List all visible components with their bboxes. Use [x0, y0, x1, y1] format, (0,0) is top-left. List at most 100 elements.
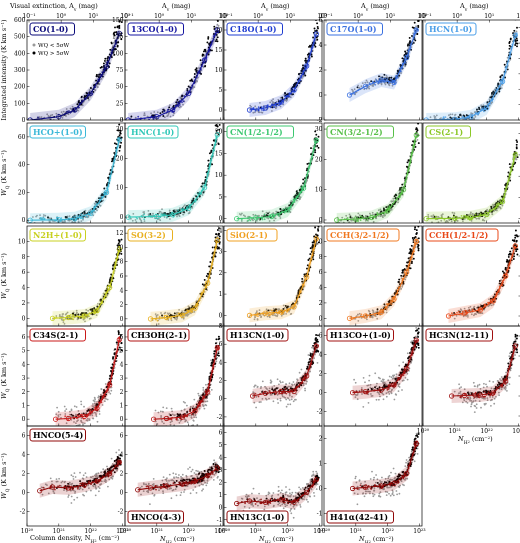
grey-point — [160, 312, 162, 314]
black-point — [97, 76, 100, 78]
grey-point — [143, 112, 146, 115]
grey-point — [451, 113, 454, 116]
black-point — [304, 59, 307, 62]
grey-point — [61, 319, 63, 321]
colored-point — [249, 219, 252, 222]
black-point — [207, 53, 210, 56]
colored-point — [496, 203, 499, 205]
black-point — [207, 36, 210, 39]
grey-point — [70, 108, 73, 111]
black-point — [498, 87, 501, 90]
black-point — [212, 139, 215, 142]
grey-point — [445, 220, 448, 222]
grey-point — [46, 113, 49, 116]
black-point — [417, 123, 420, 125]
y-tick-label: 15 — [215, 47, 223, 54]
grey-point — [71, 105, 74, 108]
y-tick-label: 1 — [219, 291, 223, 298]
grey-point — [500, 87, 503, 89]
grey-point — [168, 209, 171, 212]
colored-point — [81, 217, 84, 220]
grey-point — [493, 88, 496, 91]
black-point — [214, 251, 217, 254]
black-point — [279, 207, 282, 210]
black-point — [315, 133, 318, 136]
trend-marker — [452, 116, 458, 120]
grey-point — [448, 114, 450, 117]
y-tick-label: 10 — [215, 67, 223, 74]
grey-point — [158, 210, 161, 213]
trend-marker — [262, 105, 268, 111]
colored-point — [479, 213, 481, 216]
grey-point — [486, 208, 488, 211]
panel-title-box — [226, 125, 294, 139]
black-point — [511, 168, 514, 171]
black-point — [407, 159, 410, 162]
trend-marker — [313, 137, 319, 143]
trend-marker — [88, 210, 94, 216]
colored-point — [366, 219, 369, 221]
trend-marker — [423, 216, 429, 222]
black-point — [509, 37, 512, 40]
black-point — [210, 49, 213, 52]
black-point — [96, 305, 99, 308]
grey-point — [45, 120, 47, 122]
black-point — [211, 246, 214, 249]
grey-point — [467, 214, 470, 216]
grey-point — [89, 95, 92, 98]
trend-marker — [116, 30, 122, 36]
grey-point — [48, 217, 51, 220]
black-point — [218, 31, 221, 34]
y-tick-label: 100 — [14, 100, 26, 107]
y-tick-label: 3 — [219, 249, 223, 256]
trend-band — [426, 147, 516, 223]
y-tick-label: 0 — [219, 107, 223, 114]
grey-point — [252, 111, 255, 114]
panel-title-box — [425, 22, 477, 36]
black-point — [508, 44, 511, 47]
colored-point — [283, 95, 286, 98]
top-tick-label: 10¹ — [385, 13, 395, 20]
panel-title-box — [127, 22, 184, 36]
grey-point — [156, 314, 159, 316]
black-point — [495, 86, 498, 89]
y-tick-label: 10 — [215, 172, 223, 179]
y-axis-label: WQ (K km s−1) — [0, 253, 11, 299]
grey-point — [509, 58, 512, 61]
colored-point — [435, 215, 437, 218]
trend-band — [52, 242, 120, 326]
black-point — [204, 65, 206, 68]
black-point — [195, 67, 198, 70]
grey-point — [377, 209, 380, 212]
top-axis-subscript: v — [464, 8, 468, 13]
grey-point — [471, 212, 474, 215]
trend-marker — [385, 208, 391, 214]
black-point — [310, 147, 312, 150]
panel-title: CS(2-1) — [429, 127, 463, 137]
trend-marker — [27, 117, 33, 120]
black-point — [219, 121, 221, 123]
black-point — [385, 206, 388, 209]
black-point — [302, 67, 305, 70]
black-point — [214, 236, 217, 239]
black-point — [187, 85, 190, 88]
colored-point — [194, 200, 197, 203]
y-tick-label: 4 — [120, 287, 124, 294]
grey-point — [437, 121, 439, 123]
black-point — [514, 40, 517, 43]
colored-point — [383, 213, 386, 215]
panel-title: C18O(1-0) — [230, 24, 277, 34]
colored-point — [398, 196, 401, 199]
black-point — [113, 142, 116, 145]
y-tick-label: 0 — [120, 117, 124, 124]
black-point — [383, 209, 386, 212]
black-point — [104, 57, 107, 60]
black-point — [115, 31, 118, 34]
black-point — [302, 182, 305, 185]
black-point — [516, 39, 519, 42]
colored-point — [368, 82, 371, 85]
grey-point — [360, 85, 363, 88]
trend-line — [52, 248, 120, 319]
grey-point — [182, 205, 185, 208]
black-point — [215, 16, 217, 18]
